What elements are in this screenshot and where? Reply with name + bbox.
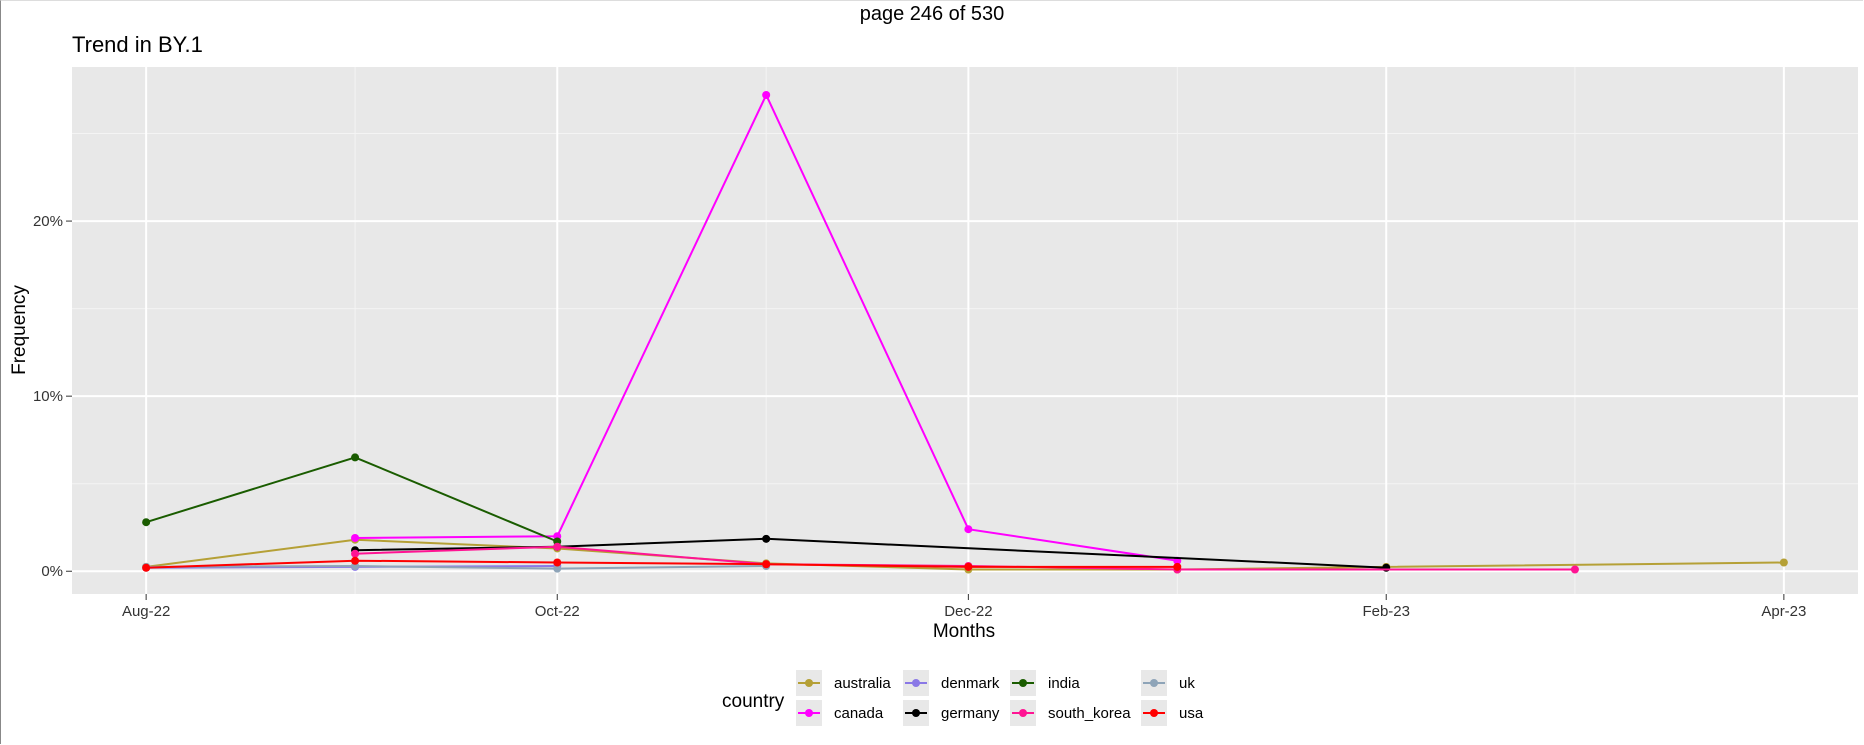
chart-title: Trend in BY.1 — [72, 32, 203, 57]
legend-label: canada — [834, 705, 884, 722]
data-point-canada — [762, 91, 771, 100]
legend-item-uk: uk — [1141, 670, 1195, 696]
data-point-germany — [762, 534, 771, 543]
x-tick-label: Aug-22 — [122, 603, 170, 620]
plot-panel — [72, 67, 1858, 594]
legend-label: india — [1048, 675, 1080, 692]
data-point-india — [351, 453, 360, 462]
data-point-india — [142, 518, 151, 527]
data-point-usa — [762, 560, 771, 569]
legend-label: germany — [941, 705, 1000, 722]
data-point-australia — [1779, 558, 1788, 567]
legend-key-point — [912, 709, 920, 717]
data-point-south_korea — [351, 549, 360, 558]
legend-item-germany: germany — [903, 700, 1000, 726]
legend-key-point — [1150, 679, 1158, 687]
series-line-uk — [146, 564, 767, 570]
legend: country australia canada denmark germany ind… — [722, 670, 1204, 726]
legend-key-point — [1019, 679, 1027, 687]
x-tick-label: Apr-23 — [1761, 603, 1806, 620]
x-tick-label: Dec-22 — [944, 603, 992, 620]
x-axis-label: Months — [933, 621, 995, 642]
x-tick-label: Feb-23 — [1362, 603, 1410, 620]
legend-key-point — [805, 679, 813, 687]
data-point-south_korea — [1570, 565, 1579, 574]
series-usa — [142, 556, 1182, 572]
minor-gridlines — [72, 67, 1858, 594]
legend-item-usa: usa — [1141, 700, 1204, 726]
major-gridlines — [72, 67, 1858, 594]
data-point-canada — [351, 533, 360, 542]
legend-label: australia — [834, 675, 891, 692]
x-tick-label: Oct-22 — [535, 603, 580, 620]
y-tick-label: 10% — [33, 388, 63, 405]
data-point-usa — [1173, 562, 1182, 571]
axis-layer: Aug-22 Oct-22 Dec-22 Feb-23 Apr-23 0% 10% 20% — [33, 213, 1806, 620]
legend-key-point — [1019, 709, 1027, 717]
page-label: page 246 of 530 — [859, 3, 1005, 25]
legend-label: denmark — [941, 675, 1000, 692]
data-point-germany — [1382, 563, 1391, 572]
legend-item-india: india — [1010, 670, 1080, 696]
data-point-usa — [142, 563, 151, 572]
data-point-usa — [553, 558, 562, 567]
legend-label: south_korea — [1048, 705, 1131, 722]
legend-key-point — [912, 679, 920, 687]
legend-key-point — [1150, 709, 1158, 717]
series-layer — [142, 91, 1788, 574]
y-tick-label: 0% — [41, 563, 63, 580]
legend-label: usa — [1179, 705, 1204, 722]
legend-label: uk — [1179, 675, 1195, 692]
legend-item-canada: canada — [796, 700, 884, 726]
data-point-canada — [964, 525, 973, 534]
data-point-uk — [553, 564, 562, 573]
data-point-usa — [351, 556, 360, 565]
legend-item-denmark: denmark — [903, 670, 1000, 696]
legend-item-south_korea: south_korea — [1010, 700, 1131, 726]
legend-key-point — [805, 709, 813, 717]
series-line-germany — [355, 537, 1387, 569]
legend-title: country — [722, 691, 785, 712]
data-point-usa — [964, 562, 973, 571]
series-line-usa — [146, 559, 1178, 569]
legend-item-australia: australia — [796, 670, 891, 696]
data-point-south_korea — [553, 542, 562, 551]
y-tick-label: 20% — [33, 213, 63, 230]
y-axis-label: Frequency — [9, 285, 30, 375]
